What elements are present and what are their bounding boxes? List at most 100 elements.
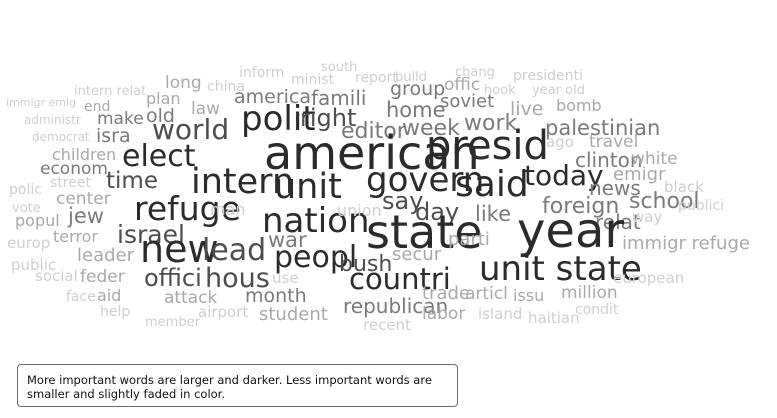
cloud-word: ago (546, 133, 574, 151)
cloud-word: school (629, 189, 700, 214)
caption-text: More important words are larger and dark… (27, 373, 432, 401)
cloud-word: parti (448, 229, 490, 250)
cloud-word: countri (349, 262, 451, 296)
cloud-word: feder (80, 267, 125, 287)
cloud-word: unit (274, 167, 342, 207)
cloud-word: old (146, 105, 175, 127)
cloud-word: year old (532, 83, 585, 98)
cloud-word: peopl (274, 240, 358, 275)
cloud-word: lead (202, 233, 267, 268)
cloud-word: week (402, 116, 460, 141)
caption-box: More important words are larger and dark… (17, 364, 458, 407)
cloud-word: unit state (479, 249, 642, 289)
cloud-word: make (97, 109, 144, 129)
cloud-word: america (234, 86, 312, 108)
cloud-word: administr (24, 113, 81, 127)
cloud-word: china (207, 79, 245, 95)
cloud-word: war (268, 228, 307, 252)
cloud-word: famili (311, 86, 367, 110)
cloud-word: vote (12, 201, 41, 216)
cloud-word: presid (426, 123, 549, 169)
cloud-word: law (191, 99, 221, 119)
cloud-word: right (300, 104, 357, 132)
cloud-word: plan (146, 89, 181, 108)
cloud-word: attack (164, 288, 218, 308)
cloud-word: offic (444, 75, 481, 95)
cloud-word: month (245, 285, 307, 307)
cloud-word: world (152, 113, 230, 146)
word-cloud: immigr emig administr democrat intern relat… (6, 60, 750, 334)
cloud-word: island (478, 305, 523, 323)
cloud-word: state (366, 205, 483, 259)
cloud-word: econom (40, 159, 108, 179)
cloud-word: year (517, 203, 625, 259)
cloud-word: terror (53, 227, 99, 246)
cloud-word: center (56, 189, 111, 209)
cloud-word: travel (589, 132, 639, 152)
cloud-word: live (510, 98, 544, 120)
cloud-word: articl (465, 284, 508, 304)
cloud-word: trade (422, 283, 470, 304)
cloud-word: relat (595, 210, 641, 234)
cloud-word: minist (291, 72, 335, 88)
cloud-word: offici (144, 264, 202, 292)
cloud-word: social (35, 267, 78, 285)
cloud-word: bush (339, 252, 393, 277)
cloud-word: public (11, 256, 57, 274)
cloud-word: street (50, 175, 91, 191)
cloud-word: help (100, 304, 131, 320)
cloud-word: work (464, 111, 518, 136)
cloud-word: home (386, 98, 446, 122)
cloud-word: union (337, 201, 382, 220)
cloud-word: hous (205, 263, 270, 294)
cloud-word: clinton (575, 148, 643, 172)
cloud-word: american (264, 126, 480, 180)
cloud-word: group (390, 78, 446, 100)
cloud-word: palestinian (545, 116, 661, 140)
cloud-word: immigr emig (6, 96, 77, 109)
cloud-word: airport (198, 303, 249, 321)
cloud-word: end (84, 99, 111, 115)
cloud-word: condit (575, 302, 619, 318)
cloud-word: haitian (528, 309, 580, 327)
cloud-word: new (140, 227, 219, 271)
cloud-word: popul (15, 211, 60, 230)
cloud-word: europ (7, 234, 51, 252)
cloud-word: way (632, 208, 663, 226)
cloud-word: polit (241, 99, 316, 139)
cloud-word: inform (239, 65, 285, 81)
cloud-word: jew (68, 204, 104, 228)
cloud-word: children (52, 145, 117, 164)
cloud-word: south (321, 60, 358, 75)
cloud-word: presidenti (513, 68, 583, 84)
cloud-word: polic (9, 182, 42, 198)
cloud-word: secur (392, 244, 442, 265)
cloud-word: nation (262, 201, 370, 241)
cloud-word: news (589, 176, 641, 200)
cloud-word: recent (363, 316, 411, 334)
cloud-word: refuge (134, 189, 241, 228)
cloud-word: day (415, 198, 460, 226)
cloud-word: isra (96, 125, 131, 147)
cloud-word: build (395, 70, 427, 85)
cloud-word: time (106, 168, 158, 194)
cloud-word: european (613, 269, 685, 287)
cloud-word: black (664, 178, 704, 196)
cloud-word: editor (341, 119, 406, 144)
cloud-word: emigr (613, 164, 666, 185)
cloud-word: intern (191, 162, 295, 202)
cloud-word: publici (678, 198, 725, 214)
cloud-word: said (455, 164, 529, 205)
cloud-word: soviet (440, 91, 495, 112)
cloud-word: student (259, 304, 328, 325)
cloud-word: israel (117, 220, 185, 249)
cloud-word: face (66, 289, 96, 305)
cloud-word: today (524, 159, 604, 192)
cloud-word: long (165, 73, 202, 93)
cloud-word: member (145, 315, 200, 330)
cloud-word: hook (484, 83, 516, 98)
cloud-word: like (475, 202, 512, 226)
cloud-word: republican (343, 294, 449, 318)
cloud-word: leader (77, 245, 135, 266)
cloud-word: chang (455, 65, 495, 80)
